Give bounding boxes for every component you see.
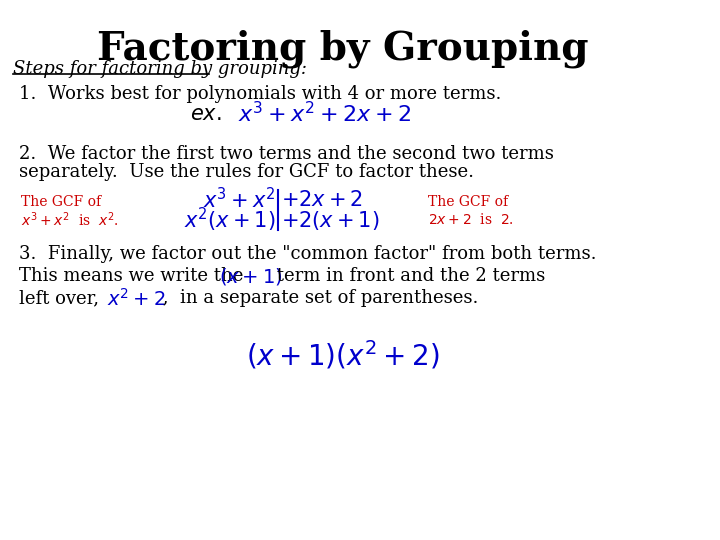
Text: $2x+2$  is  $2$.: $2x+2$ is $2$. <box>428 213 514 227</box>
Text: The GCF of: The GCF of <box>21 195 101 209</box>
Text: The GCF of: The GCF of <box>428 195 508 209</box>
Text: Factoring by Grouping: Factoring by Grouping <box>96 30 588 69</box>
Text: $(x+1)(x^2+2)$: $(x+1)(x^2+2)$ <box>246 339 439 372</box>
Text: $x^3+x^2$  is  $x^2$.: $x^3+x^2$ is $x^2$. <box>21 211 119 229</box>
Text: $x^3 + x^2 + 2x + 2$: $x^3 + x^2 + 2x + 2$ <box>238 103 411 127</box>
Text: Steps for factoring by grouping:: Steps for factoring by grouping: <box>13 60 307 78</box>
Text: 2.  We factor the first two terms and the second two terms: 2. We factor the first two terms and the… <box>19 145 554 163</box>
Text: $x^3+x^2$: $x^3+x^2$ <box>203 187 276 213</box>
Text: 1.  Works best for polynomials with 4 or more terms.: 1. Works best for polynomials with 4 or … <box>19 85 501 103</box>
Text: $x^2+2$: $x^2+2$ <box>107 288 165 310</box>
Text: left over,: left over, <box>19 289 111 307</box>
Text: $x^2(x+1)$: $x^2(x+1)$ <box>184 206 276 234</box>
Text: ,  in a separate set of parentheses.: , in a separate set of parentheses. <box>157 289 478 307</box>
Text: $+2x+2$: $+2x+2$ <box>281 190 363 210</box>
Text: separately.  Use the rules for GCF to factor these.: separately. Use the rules for GCF to fac… <box>19 163 474 181</box>
Text: $\mathit{ex.}$: $\mathit{ex.}$ <box>190 105 222 125</box>
Text: term in front and the 2 terms: term in front and the 2 terms <box>271 267 545 285</box>
Text: $(x+1)$: $(x+1)$ <box>219 266 282 287</box>
Text: 3.  Finally, we factor out the "common factor" from both terms.: 3. Finally, we factor out the "common fa… <box>19 245 597 263</box>
Text: $+2(x+1)$: $+2(x+1)$ <box>281 208 379 232</box>
Text: This means we write the: This means we write the <box>19 267 243 285</box>
